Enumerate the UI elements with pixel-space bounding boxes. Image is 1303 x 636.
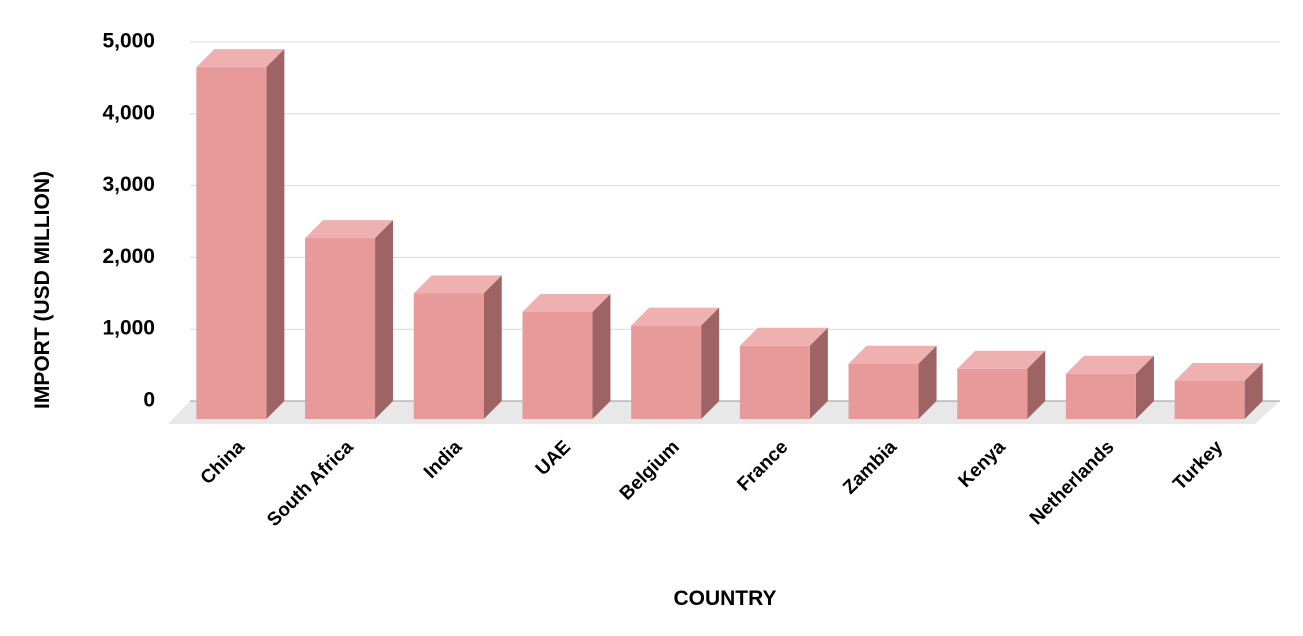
y-tick-label: 4,000 [102,101,155,124]
x-tick-label: South Africa [263,436,358,531]
bar [1065,373,1136,419]
bar-top [848,345,937,364]
bar-side [1027,350,1046,419]
bar [196,67,267,420]
bar-top [957,350,1046,369]
bar [848,363,919,419]
bar-top [1174,362,1263,381]
bar-top [1065,355,1154,374]
bar-side [592,294,611,419]
bar-side [918,345,937,419]
bar [957,368,1028,419]
x-tick-label: Belgium [616,437,684,505]
bar-top [631,307,720,326]
y-tick-label: 1,000 [102,317,155,340]
x-tick-label: Turkey [1169,436,1227,494]
bar-side [1135,355,1154,419]
x-tick-label: France [733,437,792,496]
bar-side [1244,362,1263,419]
x-tick-label: Zambia [839,436,901,498]
x-axis-title: COUNTRY [673,587,776,610]
bar-top [196,49,285,68]
bar [739,345,810,419]
y-tick-label: 5,000 [102,30,155,53]
y-axis-title: IMPORT (USD MILLION) [31,171,54,409]
x-tick-label: Kenya [955,436,1010,491]
bar-top [305,220,394,239]
bar [305,238,376,419]
y-tick-label: 0 [143,389,155,412]
y-tick-label: 3,000 [102,173,155,196]
bar-top [522,294,611,313]
bar-side [375,220,394,419]
bar-side [701,307,720,419]
bar [522,312,593,419]
bar [631,325,702,419]
bar [1174,380,1245,419]
bar [413,293,484,419]
x-tick-label: India [420,436,467,483]
bar-side [266,49,285,420]
bar-top [413,275,502,294]
bar-side [483,275,502,419]
bar-side [809,327,828,419]
bar-top [739,327,828,346]
x-tick-label: Netherlands [1026,437,1118,529]
x-tick-label: UAE [532,437,575,480]
x-tick-label: China [197,436,249,488]
y-tick-label: 2,000 [102,245,155,268]
